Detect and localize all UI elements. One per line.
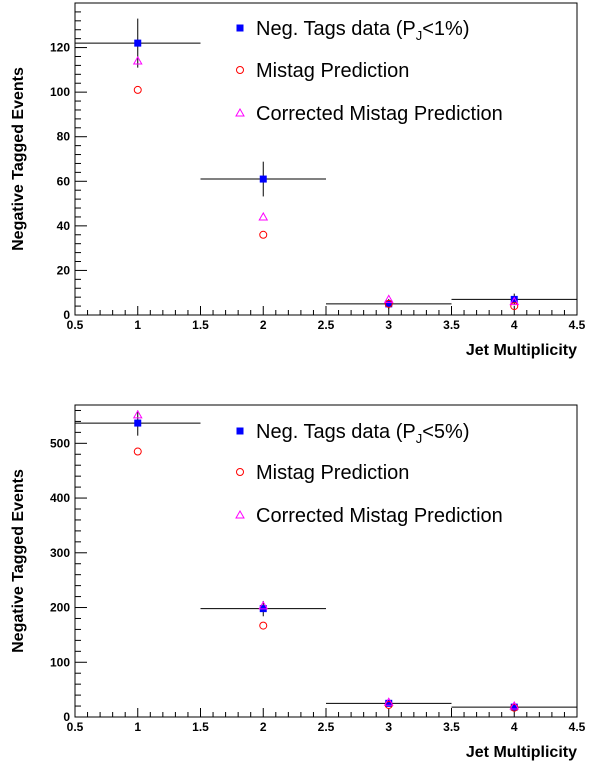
x-tick-label: 4.5	[569, 318, 586, 332]
legend-marker-triangle	[235, 509, 245, 519]
y-tick-label: 60	[57, 174, 71, 188]
data-point-triangle	[509, 296, 520, 306]
legend-label: Neg. Tags data (PJ<5%)	[256, 421, 469, 446]
legend: Neg. Tags data (PJ<1%) Mistag Prediction C…	[235, 18, 503, 125]
y-axis-title: Negative Tagged Events	[10, 67, 27, 251]
legend-label-tail: <5%)	[422, 421, 469, 443]
y-axis-title: Negative Tagged Events	[10, 469, 27, 653]
y-tick-label: 20	[57, 263, 71, 277]
y-tick-label: 200	[50, 601, 70, 615]
legend-label-main: Neg. Tags data (P	[256, 421, 416, 443]
x-tick-label: 2	[260, 318, 267, 332]
series-circle	[133, 447, 519, 712]
x-tick-label: 4.5	[569, 720, 586, 734]
x-tick-label: 0.5	[67, 720, 84, 734]
y-tick-label: 120	[50, 41, 70, 55]
x-tick-label: 0.5	[67, 318, 84, 332]
y-tick-label: 400	[50, 491, 70, 505]
legend-marker-circle	[236, 66, 244, 74]
chart-panel-1: 0.5 1 1.5 2 2.5 3 3.5 4 4.5 0 20 40 60 80 100 120 Jet Mu…	[10, 2, 586, 359]
x-tick-label: 4	[511, 720, 518, 734]
data-point-square	[385, 699, 393, 707]
x-tick-label: 2.5	[318, 720, 335, 734]
data-point-triangle	[509, 701, 520, 710]
legend-label: Neg. Tags data (PJ<1%)	[256, 18, 469, 43]
data-point-circle	[133, 85, 142, 94]
x-tick-label: 1.5	[192, 720, 209, 734]
legend-label-subscript: J	[416, 431, 423, 446]
data-point-triangle	[132, 55, 143, 65]
y-tick-label: 0	[63, 308, 70, 322]
legend-label: Corrected Mistag Prediction	[256, 103, 503, 125]
legend-label: Corrected Mistag Prediction	[256, 505, 503, 527]
legend: Neg. Tags data (PJ<5%) Mistag Prediction C…	[235, 421, 503, 527]
series-square	[75, 410, 577, 711]
data-point-square	[385, 300, 393, 308]
y-tick-label: 80	[57, 130, 71, 144]
data-point-triangle	[383, 697, 394, 706]
legend-label: Mistag Prediction	[256, 60, 409, 82]
x-tick-label: 2.5	[318, 318, 335, 332]
x-tick-label: 3.5	[443, 318, 460, 332]
series-triangle	[132, 409, 520, 710]
legend-label-main: Neg. Tags data (P	[256, 18, 416, 40]
chart-panel-2: 0.5 1 1.5 2 2.5 3 3.5 4 4.5 0 100 200 300 400 500 Jet M…	[10, 404, 586, 761]
legend-marker-triangle	[235, 107, 245, 117]
data-point-square	[510, 703, 518, 711]
x-tick-label: 1.5	[192, 318, 209, 332]
y-tick-label: 0	[63, 710, 70, 724]
x-axis-title: Jet Multiplicity	[466, 342, 577, 359]
x-tick-label: 1	[134, 318, 141, 332]
data-point-circle	[259, 621, 268, 630]
legend-marker-square	[236, 24, 244, 32]
legend-label-subscript: J	[416, 28, 423, 43]
data-point-triangle	[258, 600, 269, 610]
series-triangle	[132, 55, 520, 306]
data-point-circle	[384, 299, 393, 308]
data-point-square	[134, 39, 142, 47]
x-tick-label: 3	[385, 318, 392, 332]
x-tick-label: 1	[134, 720, 141, 734]
x-tick-label: 2	[260, 720, 267, 734]
x-tick-label: 4	[511, 318, 518, 332]
data-point-square	[259, 175, 267, 183]
data-point-triangle	[132, 409, 143, 419]
y-tick-label: 500	[50, 436, 70, 450]
x-tick-label: 3	[385, 720, 392, 734]
x-tick-label: 3.5	[443, 720, 460, 734]
y-tick-label: 40	[57, 219, 71, 233]
plot-frame	[74, 2, 578, 316]
data-point-square	[510, 295, 518, 303]
data-point-triangle	[383, 294, 394, 303]
data-point-square	[134, 419, 142, 427]
series-circle	[133, 85, 519, 311]
series-square	[75, 18, 577, 309]
data-point-triangle	[258, 211, 269, 221]
legend-marker-circle	[236, 468, 244, 476]
plot-frame	[74, 404, 578, 718]
legend-label: Mistag Prediction	[256, 462, 409, 484]
y-tick-label: 100	[50, 85, 70, 99]
data-point-circle	[133, 447, 142, 456]
y-tick-label: 100	[50, 655, 70, 669]
x-axis-title: Jet Multiplicity	[466, 744, 577, 761]
legend-label-tail: <1%)	[422, 18, 469, 40]
legend-marker-square	[236, 427, 244, 435]
data-point-circle	[259, 230, 268, 239]
y-tick-label: 300	[50, 546, 70, 560]
data-point-circle	[510, 302, 519, 311]
